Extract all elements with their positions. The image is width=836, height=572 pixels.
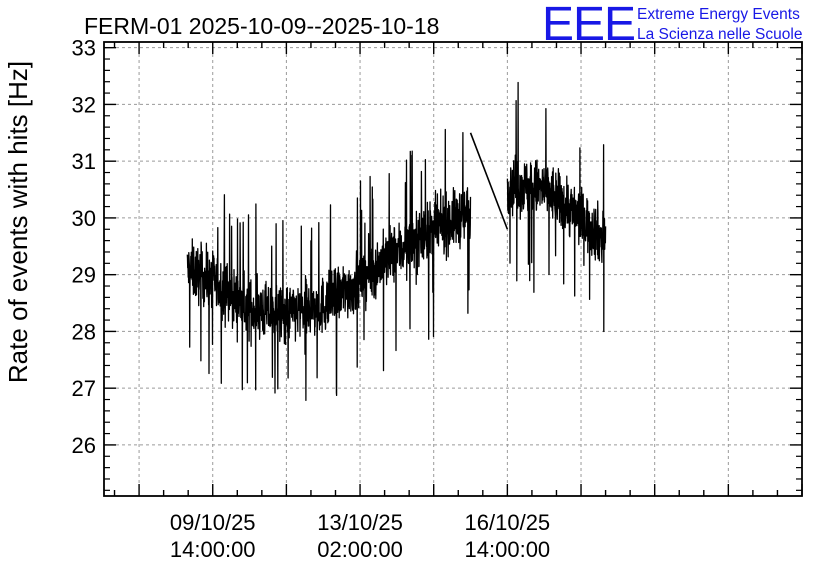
y-tick-label: 29 bbox=[72, 263, 96, 288]
x-tick-label-date: 13/10/25 bbox=[317, 510, 403, 535]
axes bbox=[103, 41, 803, 497]
x-tick-label-date: 09/10/25 bbox=[170, 510, 256, 535]
data-series bbox=[186, 81, 607, 402]
y-axis-label: Rate of events with hits [Hz] bbox=[3, 61, 33, 383]
gap-connector-line bbox=[469, 132, 509, 230]
y-tick-labels: 26 27 28 29 30 31 32 33 bbox=[72, 36, 96, 458]
eee-logo: EEE Extreme Energy Events La Scienza nel… bbox=[542, 0, 802, 51]
x-tick-label-date: 16/10/25 bbox=[465, 510, 551, 535]
x-tick-label-time: 02:00:00 bbox=[317, 537, 403, 562]
logo-line-2: La Scienza nelle Scuole bbox=[637, 26, 802, 43]
y-tick-label: 31 bbox=[72, 149, 96, 174]
x-tick-labels: 09/10/2514:00:0013/10/2502:00:0016/10/25… bbox=[170, 510, 550, 562]
plot-frame bbox=[103, 41, 803, 497]
data-segment-2 bbox=[506, 81, 607, 333]
data-segment-1 bbox=[186, 128, 472, 402]
y-tick-label: 33 bbox=[72, 36, 96, 61]
y-tick-label: 30 bbox=[72, 206, 96, 231]
y-tick-label: 28 bbox=[72, 319, 96, 344]
x-tick-label-time: 14:00:00 bbox=[170, 537, 256, 562]
grid bbox=[104, 42, 803, 496]
x-tick-label-time: 14:00:00 bbox=[465, 537, 551, 562]
chart-title: FERM-01 2025-10-09--2025-10-18 bbox=[84, 13, 439, 39]
logo-line-1: Extreme Energy Events bbox=[637, 6, 800, 23]
y-tick-label: 26 bbox=[72, 433, 96, 458]
y-tick-label: 32 bbox=[72, 92, 96, 117]
y-tick-label: 27 bbox=[72, 376, 96, 401]
